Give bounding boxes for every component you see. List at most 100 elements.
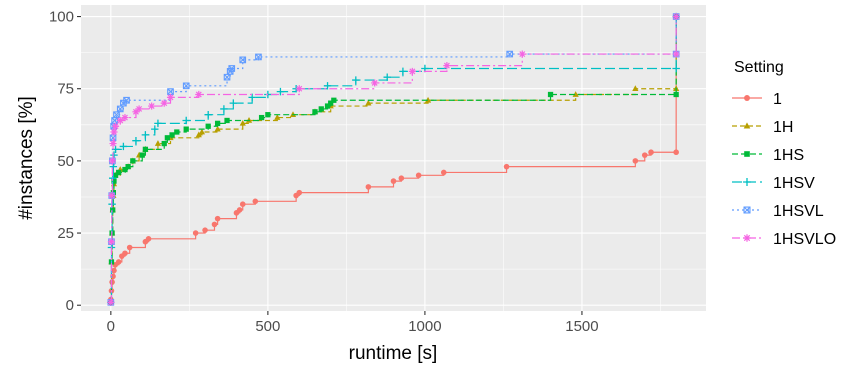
data-point [198, 128, 206, 135]
legend-item-1hsvl: 1HSVL [732, 203, 824, 220]
data-point [672, 12, 680, 21]
data-point [648, 149, 654, 156]
data-point [160, 99, 168, 107]
y-tick-label: 25 [57, 225, 74, 242]
data-point [318, 106, 324, 112]
data-point [295, 85, 303, 93]
data-point [111, 122, 120, 130]
legend-item-1hs: 1HS [732, 147, 804, 164]
legend-key-marker [743, 178, 751, 186]
data-point [673, 91, 679, 98]
y-tick-label: 75 [57, 81, 74, 98]
series-line [110, 16, 677, 303]
data-point [503, 163, 510, 170]
legend-label: 1HSVLO [773, 231, 836, 248]
data-point [248, 93, 256, 102]
data-point [265, 112, 271, 118]
data-point [107, 238, 116, 246]
data-point [331, 97, 337, 103]
data-point [166, 93, 175, 101]
y-tick-label: 100 [49, 9, 74, 26]
y-tick-label: 0 [66, 297, 74, 314]
legend-label: 1H [773, 119, 793, 136]
data-point [323, 82, 332, 90]
data-point [324, 103, 331, 109]
data-point [154, 119, 162, 128]
data-point [518, 50, 526, 58]
data-point [111, 267, 117, 274]
legend-item-1: 1 [732, 91, 782, 108]
data-point [572, 91, 579, 97]
legend-key-marker [743, 234, 751, 242]
legend-label: 1HSVL [773, 203, 824, 220]
data-point [164, 135, 171, 141]
data-point [145, 236, 152, 242]
data-point [154, 140, 162, 146]
data-point [135, 105, 143, 113]
data-point [672, 50, 680, 58]
data-point [236, 207, 243, 213]
data-point [296, 189, 303, 196]
data-point [632, 85, 639, 92]
data-point [151, 125, 159, 133]
data-point [110, 207, 116, 213]
data-point [112, 172, 119, 178]
data-point [641, 152, 648, 158]
legend-item-1h: 1H [732, 119, 793, 136]
data-point [141, 131, 150, 139]
data-point [214, 120, 221, 126]
data-point [174, 129, 180, 135]
data-point [109, 140, 117, 148]
data-point [142, 146, 149, 152]
series-line [110, 16, 677, 303]
legend-item-1hsvlo: 1HSVLO [732, 231, 836, 248]
data-point [224, 117, 230, 124]
data-point [167, 88, 174, 95]
y-axis-title: #instances [%] [16, 96, 37, 220]
data-point [182, 116, 190, 125]
data-point [122, 250, 128, 257]
data-point [443, 62, 451, 70]
data-point [415, 172, 422, 179]
data-point [239, 56, 247, 64]
data-point [139, 152, 145, 158]
data-point [276, 87, 285, 96]
data-point [239, 201, 246, 207]
data-point [126, 244, 133, 251]
legend-title: Setting [734, 59, 784, 76]
data-point [119, 142, 128, 151]
data-point [228, 65, 236, 72]
data-point [312, 109, 318, 115]
data-point [547, 91, 554, 98]
data-point [365, 184, 372, 190]
data-point [116, 116, 124, 125]
data-point [229, 99, 238, 107]
series-1hsvlo [107, 12, 680, 306]
data-point [123, 96, 130, 104]
legend-key-marker [744, 151, 750, 157]
plot-panel [81, 5, 706, 311]
data-point [274, 114, 281, 120]
series-1 [108, 13, 679, 303]
data-point [408, 67, 416, 75]
x-tick-label: 1500 [565, 318, 598, 335]
data-point [214, 215, 221, 222]
legend-item-1hsv: 1HSV [732, 175, 815, 192]
legend-key-marker [743, 206, 751, 214]
data-point [632, 158, 639, 164]
data-point [108, 191, 116, 200]
data-point [110, 128, 118, 136]
data-point [424, 96, 432, 103]
x-tick-label: 1000 [408, 318, 441, 335]
data-point [195, 131, 202, 138]
legend-key-marker [744, 95, 750, 101]
data-point [252, 198, 259, 205]
data-point [169, 132, 175, 138]
data-point [116, 169, 122, 176]
legend-label: 1HSV [773, 175, 815, 192]
x-axis-title: runtime [s] [349, 343, 438, 364]
data-point [204, 110, 212, 119]
data-point [109, 279, 115, 285]
data-point [111, 178, 117, 184]
